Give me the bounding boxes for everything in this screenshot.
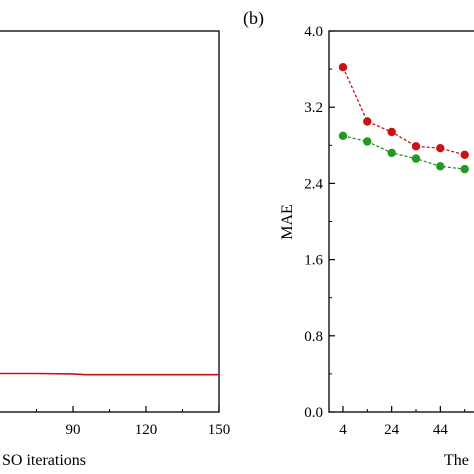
panel-a-series	[0, 372, 219, 376]
panel-b-y-tick-label: 0.8	[304, 329, 323, 345]
panel-b-label: (b)	[243, 8, 264, 29]
panel-b-data-point	[387, 127, 396, 137]
panel-b-data-point	[411, 142, 421, 151]
panel-b-y-tick-label: 0.0	[304, 405, 323, 421]
panel-b-y-tick-label: 4.0	[304, 24, 323, 40]
panel-b-data-point	[411, 154, 421, 163]
panel-b-x-tick-label: 4	[339, 422, 347, 438]
panel-b-data-point	[338, 62, 348, 72]
panel-b-x-axis-title: The	[444, 452, 469, 469]
panel-b-series-line	[342, 66, 465, 156]
panel-b-y-tick-label: 3.2	[304, 100, 323, 116]
panel-b-data-point	[460, 164, 469, 174]
panel-a-series-line	[0, 372, 219, 376]
panel-b-y-tick-label: 2.4	[304, 176, 323, 192]
panel-b-data-point	[460, 150, 469, 159]
panel-b-y-axis-title: MAE	[279, 204, 296, 240]
panel-a-x-tick-label: 90	[66, 422, 81, 438]
panel-b-y-ticks: 0.0 0.8 1.6 2.4 3.2 4.0	[304, 24, 335, 421]
panel-b-data-point	[436, 162, 445, 171]
panel-b-series-line	[342, 135, 465, 170]
panel-a-x-tick-label: 120	[135, 422, 158, 438]
panel-b-x-ticks: 4 24 44	[339, 406, 466, 438]
panel-a: 90 120 150 SO iterations	[0, 30, 231, 469]
panel-a-x-ticks: 90 120 150	[36, 406, 231, 438]
panel-b-y-tick-label: 1.6	[304, 253, 323, 269]
panel-a-frame	[0, 30, 220, 413]
panel-b-data-point	[387, 148, 396, 158]
panel-b-x-tick-label: 44	[433, 422, 449, 438]
panel-a-x-axis-title: SO iterations	[2, 452, 86, 469]
panel-b-data-point	[436, 144, 445, 153]
panel-b-x-tick-label: 24	[384, 422, 400, 438]
panel-b-frame	[328, 30, 474, 413]
panel-b-data-point	[363, 117, 372, 126]
panel-b-series	[338, 62, 469, 174]
panel-b-data-point	[363, 137, 372, 146]
panel-b-data-point	[338, 131, 348, 140]
panel-a-x-tick-label: 150	[208, 422, 231, 438]
panel-b: (b) 0.0 0.8 1.6 2.4 3.2 4.0 4 24 44 MAE The	[243, 8, 474, 469]
